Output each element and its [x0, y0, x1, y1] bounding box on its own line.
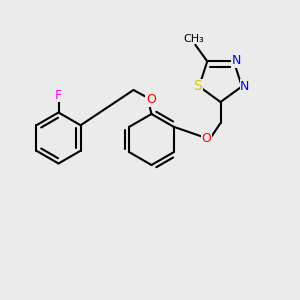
Text: N: N	[231, 54, 241, 67]
Text: O: O	[146, 93, 156, 106]
Text: CH₃: CH₃	[183, 34, 204, 44]
Text: O: O	[201, 131, 211, 145]
Text: N: N	[240, 80, 250, 93]
Text: S: S	[193, 80, 202, 94]
Text: F: F	[55, 88, 62, 102]
